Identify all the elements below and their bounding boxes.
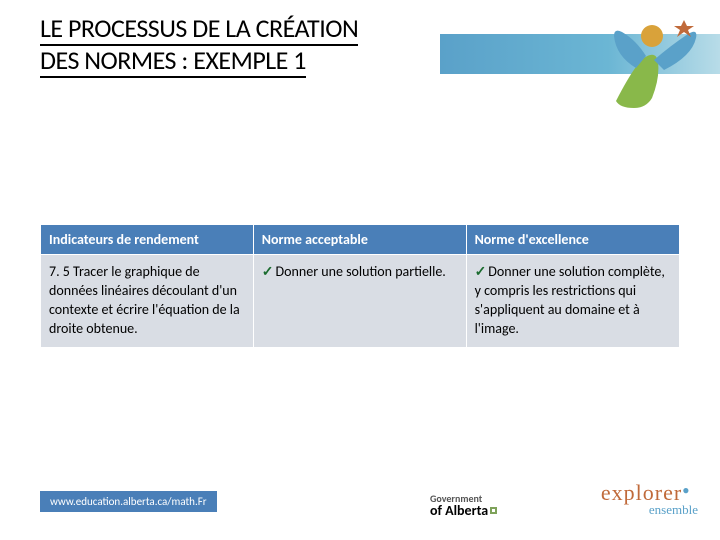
cell-excellence: ✓Donner une solution complète, y compris… xyxy=(466,255,679,348)
government-of-alberta-wordmark: Government of Alberta xyxy=(430,494,497,518)
gov-line2: of Alberta xyxy=(430,502,488,519)
th-norme-excellence: Norme d'excellence xyxy=(466,225,679,255)
cell-acceptable: ✓Donner une solution partielle. xyxy=(253,255,466,348)
brand-dot-icon: ● xyxy=(682,483,690,497)
check-icon: ✓ xyxy=(475,263,489,280)
title-line-2: DES NORMES : EXEMPLE 1 xyxy=(40,46,306,78)
slide-title: LE PROCESSUS DE LA CRÉATION DES NORMES :… xyxy=(40,14,460,78)
check-icon: ✓ xyxy=(262,263,276,280)
explorer-ensemble-brand: explorer● ensemble xyxy=(601,480,698,518)
table-header-row: Indicateurs de rendement Norme acceptabl… xyxy=(41,225,680,255)
brand-subword: ensemble xyxy=(649,502,698,518)
logo-figure-icon xyxy=(596,6,706,116)
cell-indicateur: 7. 5 Tracer le graphique de données liné… xyxy=(41,255,254,348)
alberta-square-icon xyxy=(490,507,497,514)
cell-acceptable-text: Donner une solution partielle. xyxy=(276,263,446,280)
footer-url: www.education.alberta.ca/math.Fr xyxy=(40,491,217,512)
slide: LE PROCESSUS DE LA CRÉATION DES NORMES :… xyxy=(0,0,720,540)
th-indicateurs: Indicateurs de rendement xyxy=(41,225,254,255)
cell-excellence-text: Donner une solution complète, y compris … xyxy=(475,263,665,337)
standards-table: Indicateurs de rendement Norme acceptabl… xyxy=(40,224,680,348)
th-norme-acceptable: Norme acceptable xyxy=(253,225,466,255)
title-line-1: LE PROCESSUS DE LA CRÉATION xyxy=(40,14,358,46)
table-row: 7. 5 Tracer le graphique de données liné… xyxy=(41,255,680,348)
slide-logo xyxy=(596,6,706,116)
